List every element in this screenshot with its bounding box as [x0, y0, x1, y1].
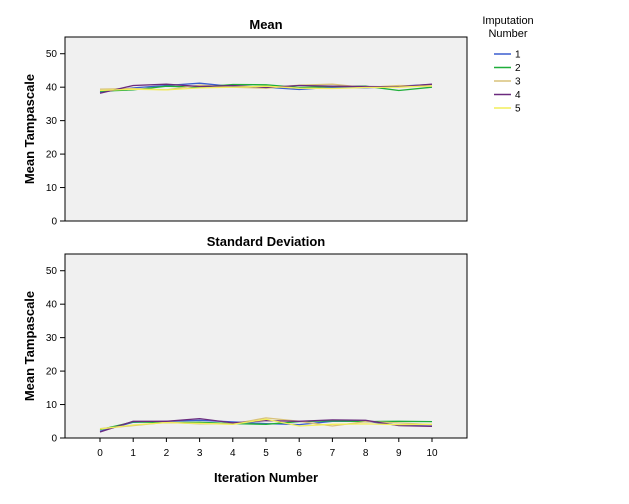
- y-tick-label: 30: [46, 116, 58, 127]
- legend: Imputation Number 1 2 3 4 5: [482, 15, 533, 115]
- x-axis-title: Iteration Number: [214, 470, 318, 485]
- y-tick-label: 50: [46, 49, 58, 60]
- plot-area: [64, 36, 468, 222]
- x-tick-label: 7: [330, 448, 336, 459]
- x-tick-label: 6: [296, 448, 302, 459]
- y-tick-label: 10: [46, 400, 58, 411]
- x-tick-label: 0: [97, 448, 103, 459]
- series-line-5: [99, 85, 433, 92]
- x-tick-label: 3: [197, 448, 203, 459]
- legend-label-4: 4: [515, 90, 521, 101]
- series-line-5: [99, 418, 433, 430]
- x-tick-label: 8: [363, 448, 369, 459]
- legend-label-3: 3: [515, 77, 521, 88]
- y-tick-label: 20: [46, 150, 58, 161]
- y-tick-label: 10: [46, 183, 58, 194]
- panel-title: Mean: [249, 17, 282, 32]
- plot-area: [64, 253, 468, 439]
- y-tick-label: 20: [46, 367, 58, 378]
- legend-label-1: 1: [515, 50, 521, 61]
- legend-title-line2: Number: [488, 28, 527, 40]
- x-tick-label: 5: [263, 448, 269, 459]
- panel-mean: Mean Mean Tampascale 0 10 20 30 40 50: [22, 17, 468, 228]
- y-tick-label: 50: [46, 266, 58, 277]
- y-tick-label: 0: [51, 217, 57, 228]
- x-tick-label: 10: [426, 448, 438, 459]
- series-line-4: [99, 83, 433, 94]
- y-axis-title: Mean Tampascale: [22, 74, 37, 184]
- x-tick-label: 2: [164, 448, 170, 459]
- y-tick-label: 40: [46, 83, 58, 94]
- y-tick-label: 40: [46, 300, 58, 311]
- legend-label-5: 5: [515, 104, 521, 115]
- y-tick-label: 30: [46, 333, 58, 344]
- series-line-4: [99, 417, 433, 433]
- y-tick-label: 0: [51, 434, 57, 445]
- x-tick-label: 4: [230, 448, 236, 459]
- panel-title: Standard Deviation: [207, 234, 326, 249]
- x-tick-label: 9: [396, 448, 402, 459]
- legend-label-2: 2: [515, 63, 521, 74]
- legend-title-line1: Imputation: [482, 15, 533, 27]
- legend-entries: 1 2 3 4 5: [494, 50, 521, 115]
- x-tick-label: 1: [130, 448, 136, 459]
- y-axis-title: Mean Tampascale: [22, 291, 37, 401]
